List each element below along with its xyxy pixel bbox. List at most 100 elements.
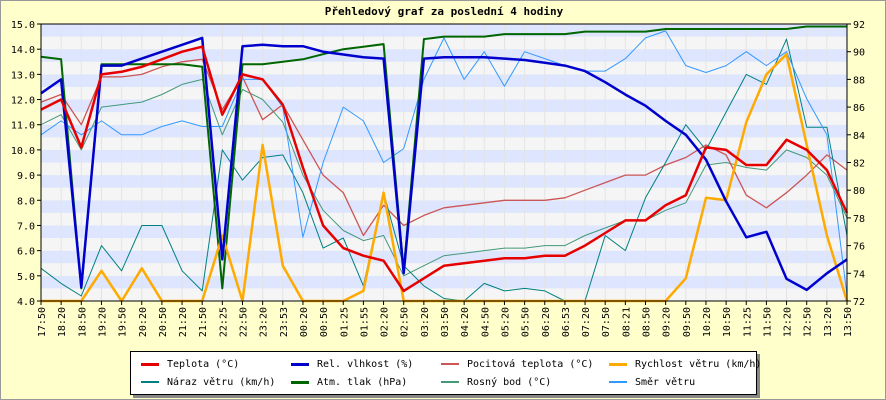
x-axis-tick-label: 06:53 [561, 307, 572, 337]
right-axis-tick-label: 92 [853, 20, 865, 31]
x-axis-tick-label: 05:50 [521, 307, 532, 337]
x-axis-tick-label: 12:20 [783, 307, 794, 337]
legend-swatch [291, 362, 309, 366]
legend-swatch [441, 381, 459, 383]
series-line [40, 78, 848, 277]
legend-item: Náraz větru (km/h) [141, 374, 275, 390]
left-axis-tick-label: 10.0 [11, 146, 35, 157]
legend-item: Atm. tlak (hPa) [291, 374, 407, 390]
x-axis-tick-label: 07:20 [581, 307, 592, 337]
legend-label: Náraz větru (km/h) [167, 376, 276, 388]
left-axis-tick-label: 7.0 [17, 221, 35, 232]
right-axis-tick-label: 78 [853, 214, 865, 225]
x-axis-tick-label: 21:50 [198, 307, 209, 337]
right-axis: 72 74 76 78 80 82 84 86 88 90 92 [847, 20, 865, 308]
x-axis-tick-label: 05:20 [500, 307, 511, 337]
x-axis: 17:50 18:20 18:50 19:20 19:50 20:20 20:50 21:20… [37, 301, 854, 337]
x-axis-tick-label: 21:20 [178, 307, 189, 337]
x-axis-tick-label: 19:20 [97, 307, 108, 337]
x-axis-tick-label: 09:50 [682, 307, 693, 337]
chart: Přehledový graf za poslední 4 hodiny 4.0… [11, 5, 865, 337]
x-axis-tick-label: 18:50 [77, 307, 88, 337]
right-axis-tick-label: 84 [853, 131, 865, 142]
legend-label: Pocitová teplota (°C) [467, 358, 594, 370]
x-axis-tick-label: 08:50 [642, 307, 653, 337]
legend-item: Pocitová teplota (°C) [441, 356, 593, 372]
x-axis-tick-label: 02:20 [380, 307, 391, 337]
x-axis-tick-label: 17:50 [37, 307, 48, 337]
x-axis-tick-label: 00:50 [319, 307, 330, 337]
legend-swatch [141, 362, 159, 366]
legend-swatch [141, 381, 159, 383]
legend-item: Rychlost větru (km/h) [609, 356, 761, 372]
series-line [40, 38, 848, 302]
series-line [40, 25, 847, 290]
right-axis-tick-label: 76 [853, 242, 865, 253]
series-line [40, 30, 848, 296]
legend-item: Rel. vlhkost (%) [291, 356, 413, 372]
x-axis-tick-label: 03:50 [440, 307, 451, 337]
x-axis-tick-label: 13:50 [843, 307, 854, 337]
x-axis-tick-label: 01:25 [339, 307, 350, 337]
legend: Teplota (°C) Rel. vlhkost (%) Pocitová t… [130, 351, 761, 395]
left-axis-tick-label: 8.0 [17, 196, 35, 207]
x-axis-tick-label: 18:20 [57, 307, 68, 337]
right-axis-tick-label: 80 [853, 186, 865, 197]
legend-label: Rel. vlhkost (%) [317, 358, 414, 370]
x-axis-tick-label: 00:20 [299, 307, 310, 337]
right-axis-tick-label: 90 [853, 48, 865, 59]
left-axis-tick-label: 6.0 [17, 247, 35, 258]
x-axis-tick-label: 04:50 [480, 307, 491, 337]
legend-label: Atm. tlak (hPa) [317, 376, 408, 388]
x-axis-tick-label: 22:25 [218, 307, 229, 337]
x-axis-tick-label: 01:55 [359, 307, 370, 337]
x-axis-tick-label: 09:20 [662, 307, 673, 337]
legend-label: Rychlost větru (km/h) [635, 358, 762, 370]
x-axis-tick-label: 02:50 [400, 307, 411, 337]
right-axis-tick-label: 82 [853, 159, 865, 170]
series-line [40, 45, 849, 293]
right-axis-tick-label: 74 [853, 269, 865, 280]
legend-item: Směr větru [609, 374, 695, 390]
right-axis-tick-label: 72 [853, 297, 865, 308]
x-axis-tick-label: 20:50 [158, 307, 169, 337]
legend-label: Směr větru [635, 376, 696, 388]
left-axis-tick-label: 4.0 [17, 297, 35, 308]
chart-title: Přehledový graf za poslední 4 hodiny [325, 5, 564, 18]
x-axis-tick-label: 23:20 [259, 307, 270, 337]
x-axis-tick-label: 11:50 [762, 307, 773, 337]
legend-item: Rosný bod (°C) [441, 374, 551, 390]
legend-label: Rosný bod (°C) [467, 376, 552, 388]
right-axis-tick-label: 86 [853, 103, 865, 114]
x-axis-tick-label: 23:53 [279, 307, 290, 337]
x-axis-tick-label: 07:50 [601, 307, 612, 337]
legend-swatch [609, 381, 627, 383]
x-axis-tick-label: 04:20 [460, 307, 471, 337]
left-axis-tick-label: 14.0 [11, 45, 35, 56]
x-axis-tick-label: 10:50 [722, 307, 733, 337]
x-axis-tick-label: 20:20 [138, 307, 149, 337]
x-axis-tick-label: 10:20 [702, 307, 713, 337]
left-axis-tick-label: 13.0 [11, 70, 35, 81]
legend-swatch [291, 380, 309, 384]
right-axis-tick-label: 88 [853, 75, 865, 86]
x-axis-tick-label: 22:50 [239, 307, 250, 337]
left-axis-tick-label: 15.0 [11, 20, 35, 31]
left-axis-tick-label: 11.0 [11, 121, 35, 132]
left-axis: 4.0 5.0 6.0 7.0 8.0 9.0 10.0 11.0 12.0 13.0 14.0 15… [11, 20, 41, 308]
x-axis-tick-label: 06:20 [541, 307, 552, 337]
left-axis-tick-label: 9.0 [17, 171, 35, 182]
x-axis-tick-label: 13:20 [823, 307, 834, 337]
x-axis-tick-label: 12:50 [803, 307, 814, 337]
left-axis-tick-label: 12.0 [11, 96, 35, 107]
series-line [40, 36, 848, 292]
x-axis-tick-label: 08:21 [621, 307, 632, 337]
legend-swatch [441, 363, 459, 365]
legend-swatch [609, 362, 627, 366]
legend-item: Teplota (°C) [141, 356, 239, 372]
left-axis-tick-label: 5.0 [17, 272, 35, 283]
x-axis-tick-label: 11:25 [742, 307, 753, 337]
x-axis-tick-label: 19:50 [118, 307, 129, 337]
x-axis-tick-label: 03:20 [420, 307, 431, 337]
